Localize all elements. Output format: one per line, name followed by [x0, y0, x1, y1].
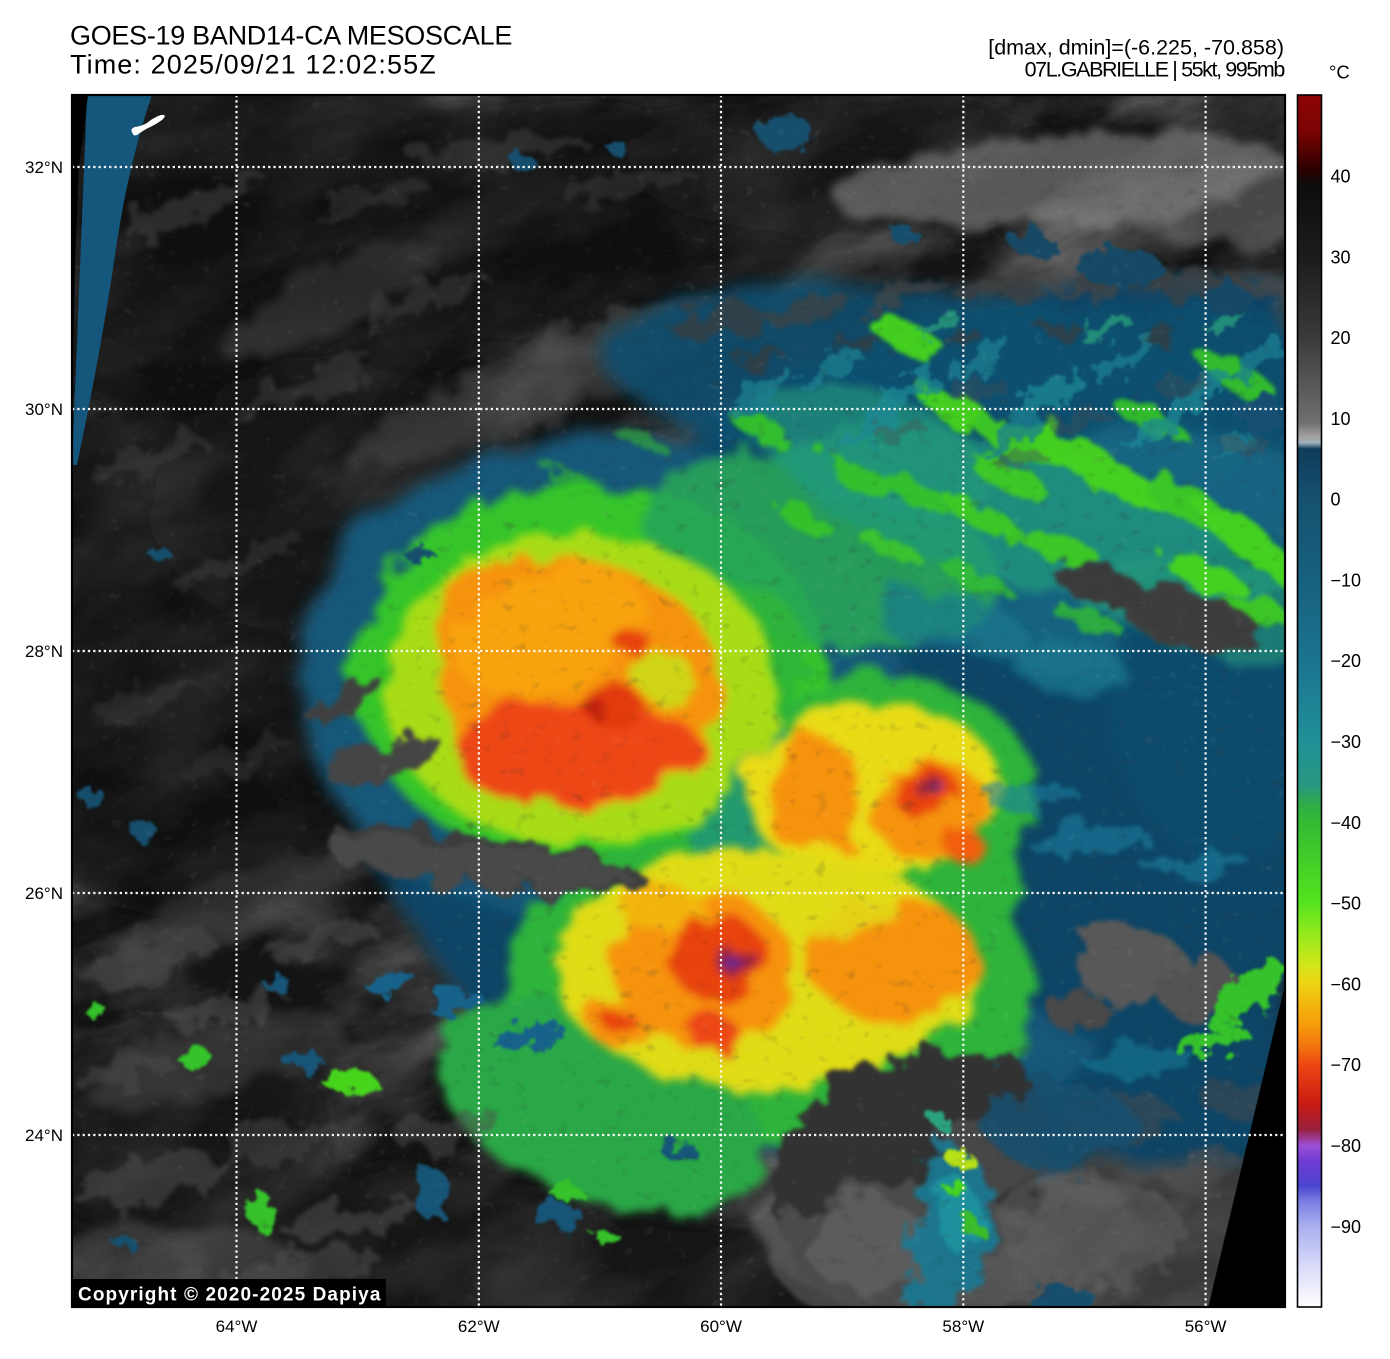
svg-text:30: 30 [1331, 248, 1351, 268]
svg-text:Copyright © 2020-2025 Dapiya: Copyright © 2020-2025 Dapiya [78, 1285, 382, 1306]
svg-text:°C: °C [1329, 62, 1350, 83]
svg-text:[dmax, dmin]=(-6.225, -70.858): [dmax, dmin]=(-6.225, -70.858) [988, 36, 1284, 60]
svg-text:GOES-19 BAND14-CA MESOSCALE: GOES-19 BAND14-CA MESOSCALE [70, 21, 512, 51]
svg-text:−20: −20 [1331, 651, 1362, 671]
svg-text:60°W: 60°W [700, 1317, 742, 1336]
svg-text:−60: −60 [1331, 975, 1362, 995]
svg-text:−40: −40 [1331, 813, 1362, 833]
svg-text:26°N: 26°N [25, 884, 63, 903]
svg-text:32°N: 32°N [25, 158, 63, 177]
svg-text:07L.GABRIELLE | 55kt, 995mb: 07L.GABRIELLE | 55kt, 995mb [1025, 58, 1286, 82]
svg-text:20: 20 [1331, 328, 1351, 348]
svg-text:24°N: 24°N [25, 1126, 63, 1145]
svg-text:−10: −10 [1331, 571, 1362, 591]
svg-text:0: 0 [1331, 490, 1341, 510]
svg-text:−70: −70 [1331, 1055, 1362, 1075]
svg-text:−80: −80 [1331, 1136, 1362, 1156]
svg-text:28°N: 28°N [25, 642, 63, 661]
svg-text:10: 10 [1331, 409, 1351, 429]
svg-text:58°W: 58°W [942, 1317, 984, 1336]
svg-text:−30: −30 [1331, 732, 1362, 752]
svg-text:−90: −90 [1331, 1217, 1362, 1237]
svg-text:40: 40 [1331, 167, 1351, 187]
svg-text:30°N: 30°N [25, 400, 63, 419]
svg-text:−50: −50 [1331, 894, 1362, 914]
svg-text:56°W: 56°W [1185, 1317, 1227, 1336]
svg-text:62°W: 62°W [458, 1317, 500, 1336]
svg-text:Time: 2025/09/21 12:02:55Z: Time: 2025/09/21 12:02:55Z [70, 50, 437, 80]
svg-text:64°W: 64°W [216, 1317, 258, 1336]
